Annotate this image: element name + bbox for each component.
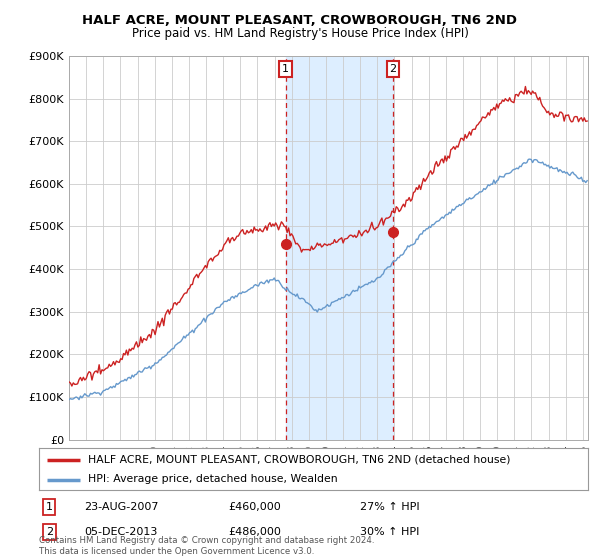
Text: HPI: Average price, detached house, Wealden: HPI: Average price, detached house, Weal… — [88, 474, 338, 484]
Text: 2: 2 — [389, 64, 397, 74]
Text: 1: 1 — [282, 64, 289, 74]
Bar — [286, 56, 393, 440]
Text: 23-AUG-2007: 23-AUG-2007 — [84, 502, 158, 512]
Text: HALF ACRE, MOUNT PLEASANT, CROWBOROUGH, TN6 2ND (detached house): HALF ACRE, MOUNT PLEASANT, CROWBOROUGH, … — [88, 455, 511, 465]
Text: 27% ↑ HPI: 27% ↑ HPI — [360, 502, 419, 512]
Text: 2: 2 — [46, 527, 53, 537]
Text: HALF ACRE, MOUNT PLEASANT, CROWBOROUGH, TN6 2ND: HALF ACRE, MOUNT PLEASANT, CROWBOROUGH, … — [83, 14, 517, 27]
Text: 05-DEC-2013: 05-DEC-2013 — [84, 527, 157, 537]
Text: 30% ↑ HPI: 30% ↑ HPI — [360, 527, 419, 537]
Text: Price paid vs. HM Land Registry's House Price Index (HPI): Price paid vs. HM Land Registry's House … — [131, 27, 469, 40]
Text: £486,000: £486,000 — [228, 527, 281, 537]
Text: £460,000: £460,000 — [228, 502, 281, 512]
Text: Contains HM Land Registry data © Crown copyright and database right 2024.
This d: Contains HM Land Registry data © Crown c… — [39, 536, 374, 556]
Text: 1: 1 — [46, 502, 53, 512]
